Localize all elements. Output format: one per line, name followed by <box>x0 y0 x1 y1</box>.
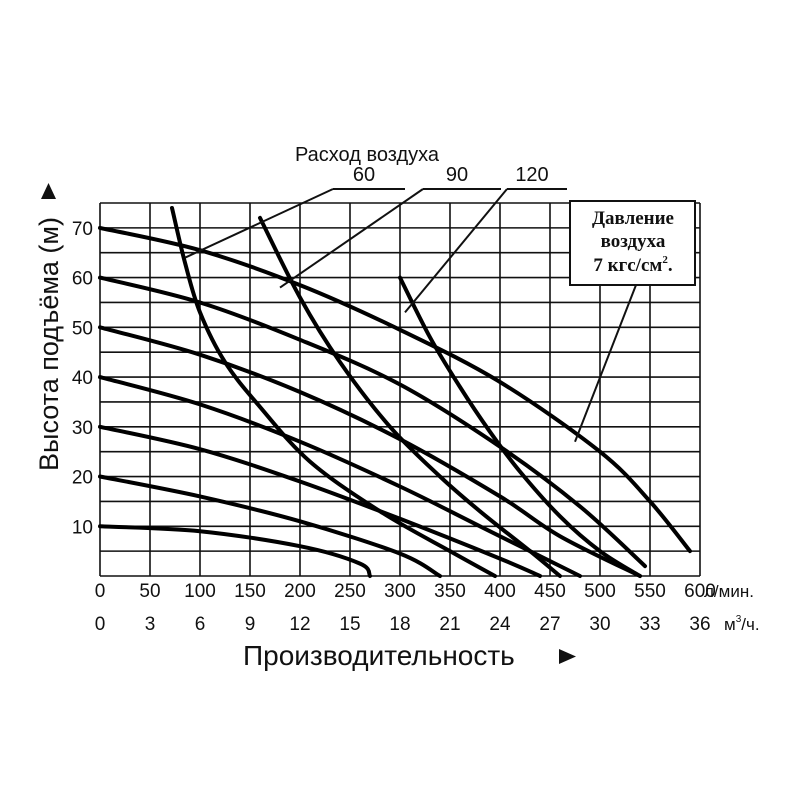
pressure-note: Давление воздуха 7 кгс/см2. <box>569 200 696 286</box>
x-axis-title: Производительность <box>243 640 515 671</box>
x-tick-label-primary: 250 <box>334 581 366 602</box>
x-tick-label-primary: 450 <box>534 581 566 602</box>
x-tick-label-primary: 200 <box>284 581 316 602</box>
x-tick-label-secondary: 3 <box>145 614 156 635</box>
x-tick-label-primary: 350 <box>434 581 466 602</box>
x-unit-secondary: м3/ч. <box>724 614 760 634</box>
x-tick-label-secondary: 12 <box>289 614 310 635</box>
y-tick-label: 60 <box>72 269 93 290</box>
x-tick-label-primary: 100 <box>184 581 216 602</box>
y-axis-title: Высота подъёма (м) <box>34 217 64 471</box>
air-flow-labels: 60 90 120 <box>184 164 567 314</box>
x-tick-label-secondary: 15 <box>339 614 360 635</box>
y-tick-label: 10 <box>72 517 93 538</box>
curve-head-30 <box>98 424 542 578</box>
pressure-note-line-1: Давление <box>592 208 674 229</box>
pressure-note-line-3: 7 кгс/см2. <box>593 254 672 276</box>
curve-head-20 <box>98 474 442 578</box>
curve-head-50 <box>98 325 642 578</box>
curve-head-10 <box>98 524 372 578</box>
y-tick-label: 30 <box>72 418 93 439</box>
x-tick-label-secondary: 6 <box>195 614 206 635</box>
x-tick-label-secondary: 21 <box>439 614 460 635</box>
curve-air-flow-60 <box>170 206 497 578</box>
x-tick-label-primary: 500 <box>584 581 616 602</box>
x-tick-label-secondary: 9 <box>245 614 256 635</box>
pressure-note-line-2: воздуха <box>601 231 666 252</box>
pressure-note-leader <box>574 284 637 443</box>
curve-head-40 <box>98 375 582 578</box>
curve-head-60 <box>98 275 647 569</box>
curve-head-70 <box>98 225 692 554</box>
x-unit-primary: л/мин. <box>704 582 754 601</box>
x-tick-label-secondary: 27 <box>539 614 560 635</box>
air-flow-leader-60 <box>184 188 334 259</box>
x-tick-label-secondary: 24 <box>489 614 511 635</box>
x-tick-label-primary: 300 <box>384 581 416 602</box>
x-tick-label-secondary: 18 <box>389 614 410 635</box>
y-axis-arrow-icon <box>41 183 56 199</box>
y-tick-label: 40 <box>72 368 93 389</box>
x-axis-arrow-icon <box>559 649 576 664</box>
pressure-note-box <box>569 200 696 286</box>
x-tick-label-secondary: 36 <box>689 614 710 635</box>
x-tick-label-primary: 50 <box>139 581 160 602</box>
x-tick-label-secondary: 0 <box>95 614 106 635</box>
air-flow-leader-90 <box>279 188 424 289</box>
air-flow-label-90: 90 <box>446 164 468 186</box>
x-tick-label-secondary: 30 <box>589 614 610 635</box>
x-tick-label-secondary: 33 <box>639 614 660 635</box>
x-tick-label-primary: 600 <box>684 581 716 602</box>
curve-air-flow-120 <box>398 275 642 578</box>
curve-air-flow-90 <box>258 215 562 578</box>
air-flow-title: Расход воздуха <box>295 144 440 166</box>
x-tick-label-primary: 400 <box>484 581 516 602</box>
y-tick-label: 50 <box>72 318 93 339</box>
x-tick-label-primary: 550 <box>634 581 666 602</box>
x-tick-label-primary: 0 <box>95 581 106 602</box>
air-flow-label-120: 120 <box>515 164 548 186</box>
y-tick-label: 20 <box>72 468 93 489</box>
x-tick-label-primary: 150 <box>234 581 266 602</box>
y-tick-label: 70 <box>72 219 93 240</box>
curves <box>98 206 692 578</box>
air-flow-label-60: 60 <box>353 164 375 186</box>
air-flow-leader-120 <box>404 188 508 314</box>
